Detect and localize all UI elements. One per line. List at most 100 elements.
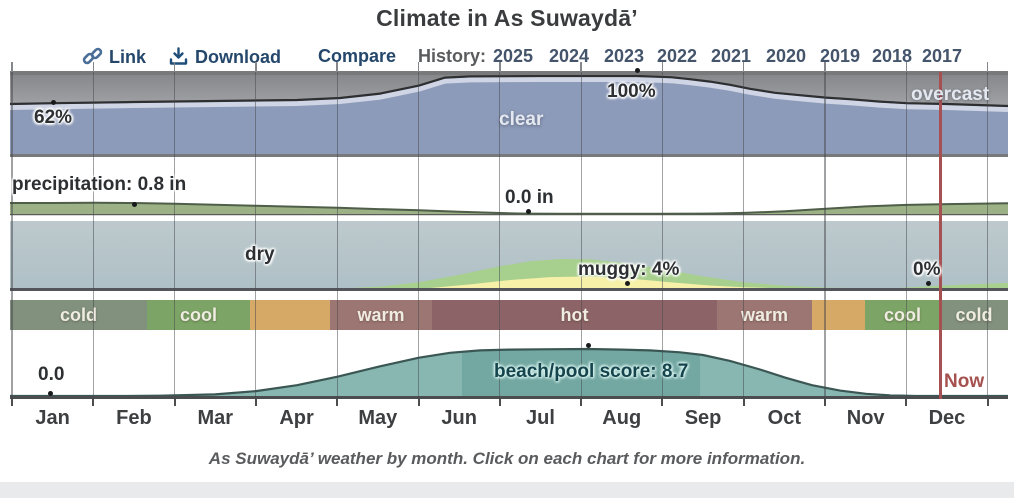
year-axis-tick-11	[905, 62, 908, 72]
compare-button[interactable]: Compare	[318, 46, 396, 67]
annotation-precip-summer: 0.0 in	[505, 187, 554, 208]
history-year-2020[interactable]: 2020	[766, 46, 807, 66]
year-axis-tick-12	[986, 62, 989, 72]
temp-segment-label: warm	[357, 305, 405, 325]
month-gridline-8	[661, 72, 663, 399]
history-year-2024[interactable]: 2024	[549, 46, 590, 66]
year-axis-tick-6	[499, 62, 501, 72]
month-gridline-11	[905, 72, 907, 399]
temp-segment-label: cool	[883, 305, 921, 325]
data-dot-precip-winter	[131, 201, 137, 207]
annotation-muggy-late: 0%	[913, 259, 941, 280]
year-axis-tick-7	[580, 62, 582, 72]
temp-segment-comfortable-6[interactable]	[812, 300, 865, 330]
month-axis-tick-1	[92, 399, 95, 406]
year-axis-tick-5	[417, 62, 420, 72]
year-axis-tick-8	[661, 62, 664, 72]
month-axis-tick-5	[417, 399, 420, 406]
month-label-oct: Oct	[767, 407, 801, 429]
temp-segment-label: warm	[740, 305, 789, 325]
temp-segment-cool-1[interactable]: cool	[147, 300, 250, 330]
history-year-2019[interactable]: 2019	[820, 46, 861, 66]
month-gridline-10	[824, 72, 826, 399]
temp-segment-cold-8[interactable]: cold	[940, 300, 1008, 330]
data-dot-muggy-late	[925, 280, 931, 286]
history-label: History:	[418, 46, 487, 66]
link-label: Link	[109, 47, 147, 67]
history-year-2023[interactable]: 2023	[604, 46, 645, 66]
temp-segment-label: cold	[59, 305, 97, 325]
annotation-clear-jan: 62%	[34, 107, 73, 128]
cloud-band-bottom-border	[10, 153, 1008, 157]
page-title: Climate in As Suwaydā’	[376, 5, 638, 31]
annotation-beach-peak: beach/pool score: 8.7	[494, 361, 689, 382]
month-axis-tick-10	[824, 399, 826, 406]
annotation-muggy-peak: muggy: 4%	[578, 259, 680, 280]
data-dot-beach-peak	[585, 342, 591, 348]
annotation-dry-area: dry	[245, 244, 275, 265]
month-label-dec: Dec	[928, 407, 966, 429]
download-button[interactable]: Download	[168, 46, 281, 68]
month-axis-tick-6	[498, 399, 501, 406]
cloud-cover-band[interactable]	[10, 74, 1008, 156]
history-year-2017[interactable]: 2017	[922, 46, 963, 66]
month-gridline-6	[499, 72, 501, 399]
temp-segment-cold-0[interactable]: cold	[10, 300, 147, 330]
month-axis-tick-0	[11, 399, 13, 406]
temp-segment-label: hot	[560, 305, 589, 325]
temp-segment-label: cool	[179, 305, 217, 325]
link-button[interactable]: Link	[82, 46, 146, 68]
month-gridline-0	[11, 72, 13, 399]
annotation-precip-winter: precipitation: 0.8 in	[12, 174, 187, 195]
temp-segment-warm-5[interactable]: warm	[717, 300, 812, 330]
year-axis-tick-10	[824, 62, 826, 72]
data-dot-beach-jan	[47, 390, 53, 396]
year-axis-tick-9	[742, 62, 745, 72]
year-axis-tick-2	[173, 62, 176, 72]
year-axis-tick-4	[336, 62, 338, 72]
download-label: Download	[195, 47, 281, 67]
year-axis-tick-0	[11, 62, 13, 72]
month-label-jun: Jun	[441, 407, 477, 429]
temp-segment-cool-7[interactable]: cool	[865, 300, 940, 330]
annotation-clear-area: clear	[499, 109, 544, 130]
month-axis-tick-11	[905, 399, 908, 406]
humidity-band[interactable]	[10, 221, 1008, 291]
temp-segment-label: cold	[955, 305, 993, 325]
month-label-feb: Feb	[116, 407, 152, 429]
now-label: Now	[944, 371, 985, 392]
now-line	[939, 72, 942, 399]
history-year-2025[interactable]: 2025	[493, 46, 534, 66]
month-gridline-4	[336, 72, 338, 399]
temp-segment-warm-3[interactable]: warm	[330, 300, 432, 330]
month-gridline-5	[417, 72, 420, 399]
month-label-nov: Nov	[846, 407, 885, 429]
month-gridline-2	[174, 72, 176, 399]
precipitation-band[interactable]	[10, 168, 1008, 218]
cloud-band-top-border	[10, 71, 1008, 75]
annotation-clear-peak: 100%	[607, 81, 656, 102]
month-label-mar: Mar	[197, 407, 234, 429]
history-year-2021[interactable]: 2021	[711, 46, 752, 66]
temp-segment-hot-4[interactable]: hot	[432, 300, 717, 330]
data-dot-clear-jan	[50, 99, 56, 105]
history-year-2022[interactable]: 2022	[657, 46, 698, 66]
month-axis-tick-8	[661, 399, 664, 406]
page-background-strip	[0, 482, 1014, 498]
month-axis-tick-2	[173, 399, 176, 406]
temp-segment-comfortable-2[interactable]	[250, 300, 330, 330]
month-label-may: May	[358, 407, 398, 429]
month-axis-tick-7	[580, 399, 583, 406]
month-gridline-12	[987, 72, 989, 399]
year-axis-tick-1	[92, 62, 95, 72]
link-icon	[82, 47, 103, 65]
download-icon	[169, 47, 188, 65]
month-label-apr: Apr	[279, 407, 314, 429]
month-label-sep: Sep	[684, 407, 722, 429]
year-axis-tick-3	[255, 62, 257, 72]
history-year-2018[interactable]: 2018	[872, 46, 913, 66]
month-gridline-7	[580, 72, 582, 399]
month-label-jan: Jan	[35, 407, 70, 429]
x-axis-line	[10, 395, 1008, 399]
